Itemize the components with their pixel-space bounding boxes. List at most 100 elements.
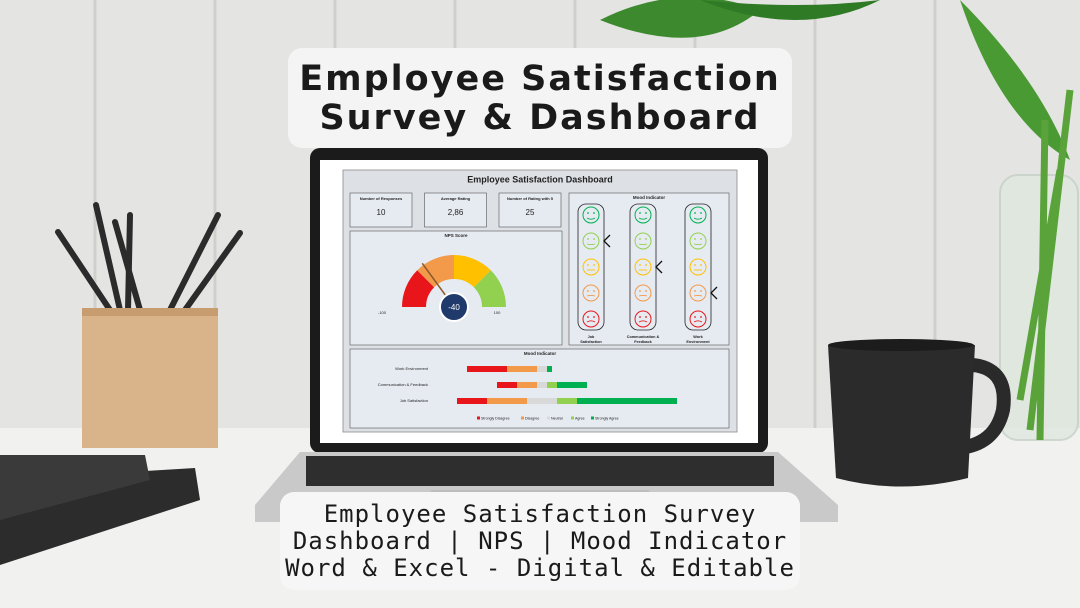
face-mouth (586, 320, 596, 323)
face-eye (645, 290, 647, 292)
face (634, 310, 652, 328)
face-mouth (693, 243, 703, 246)
kpi-box (349, 192, 413, 228)
legend-label: Disagree (525, 416, 539, 420)
face-mouth (638, 217, 648, 220)
face-eye (593, 290, 595, 292)
face-mouth (586, 294, 596, 297)
face-eye (593, 212, 595, 214)
face-mouth (638, 294, 648, 297)
face (582, 232, 600, 250)
face-eye (700, 212, 702, 214)
face-eye (700, 264, 702, 266)
mood-capsule (684, 203, 712, 331)
face-eye (639, 316, 641, 318)
mood-pointer (603, 234, 611, 248)
mood-label: Environment (686, 340, 710, 344)
mood-label: Work (693, 335, 703, 339)
face-eye (593, 238, 595, 240)
bar-segment (537, 366, 547, 372)
notebooks (0, 455, 200, 565)
pencil-cup (82, 308, 218, 448)
legend-swatch (591, 416, 594, 420)
mood-label: Job (588, 335, 595, 339)
nps-box (349, 230, 563, 346)
face (634, 284, 652, 302)
face-eye (639, 264, 641, 266)
pencils (55, 202, 243, 313)
legend-swatch (571, 416, 574, 420)
caption-line: Dashboard | NPS | Mood Indicator (293, 527, 787, 555)
gauge-min: -100 (378, 310, 387, 315)
kpi-label: Average Rating (441, 196, 471, 201)
face-mouth (693, 320, 703, 323)
face-eye (694, 316, 696, 318)
headline: Employee Satisfaction (299, 59, 781, 99)
face-mouth (638, 320, 648, 323)
bar-segment (547, 382, 557, 388)
face (582, 310, 600, 328)
mood-title: Mood Indicator (633, 195, 665, 200)
legend-label: Strongly Agree (595, 416, 619, 420)
mood-box (568, 192, 730, 346)
face (582, 206, 600, 224)
kpi-label: Number of Responses (360, 196, 403, 201)
face (689, 206, 707, 224)
bar-segment (467, 366, 507, 372)
face (634, 232, 652, 250)
face-mouth (693, 217, 703, 220)
kpi-value: 2,86 (448, 208, 464, 217)
headline: Survey & Dashboard (319, 98, 760, 138)
category-label: Work Environment (395, 366, 429, 371)
legend-swatch (547, 416, 550, 420)
kpi-box (424, 192, 487, 228)
face (582, 284, 600, 302)
vase (999, 89, 1079, 441)
face-eye (639, 212, 641, 214)
face-eye (587, 238, 589, 240)
chart-title: Mood Indicator (524, 351, 556, 356)
gauge-segment (454, 255, 491, 288)
face (582, 258, 600, 276)
legend-swatch (521, 416, 524, 420)
face (634, 258, 652, 276)
face-eye (645, 316, 647, 318)
face-eye (700, 238, 702, 240)
face-eye (694, 212, 696, 214)
face-eye (694, 264, 696, 266)
legend-swatch (477, 416, 480, 420)
face-eye (700, 290, 702, 292)
dashboard-title: Employee Satisfaction Dashboard (467, 174, 613, 184)
face (689, 232, 707, 250)
face-eye (694, 238, 696, 240)
category-label: Job Satisfaction (400, 398, 428, 403)
mood-label: Feedback (634, 340, 652, 344)
title-box (288, 48, 792, 148)
bar-segment (517, 382, 537, 388)
chart-box (349, 348, 730, 429)
gauge-segment (402, 270, 435, 307)
gauge-segment (417, 255, 454, 288)
legend-label: Neutral (551, 416, 563, 420)
gauge-max: 100 (494, 310, 501, 315)
mood-pointer (710, 286, 718, 300)
bar-segment (547, 366, 552, 372)
kpi-box (498, 192, 562, 228)
face-eye (593, 316, 595, 318)
mood-label: Satisfaction (580, 340, 602, 344)
face-eye (700, 316, 702, 318)
face-mouth (693, 294, 703, 297)
face (689, 258, 707, 276)
gauge-segment (473, 270, 506, 307)
face-eye (694, 290, 696, 292)
kpi-label: Number of Rating with 5 (507, 196, 554, 201)
mood-pointer (655, 260, 663, 274)
bar-segment (487, 398, 527, 404)
face-eye (639, 238, 641, 240)
legend-label: Agree (575, 416, 585, 420)
mug (828, 339, 1011, 487)
face-eye (593, 264, 595, 266)
bar-segment (497, 382, 517, 388)
face-eye (645, 212, 647, 214)
